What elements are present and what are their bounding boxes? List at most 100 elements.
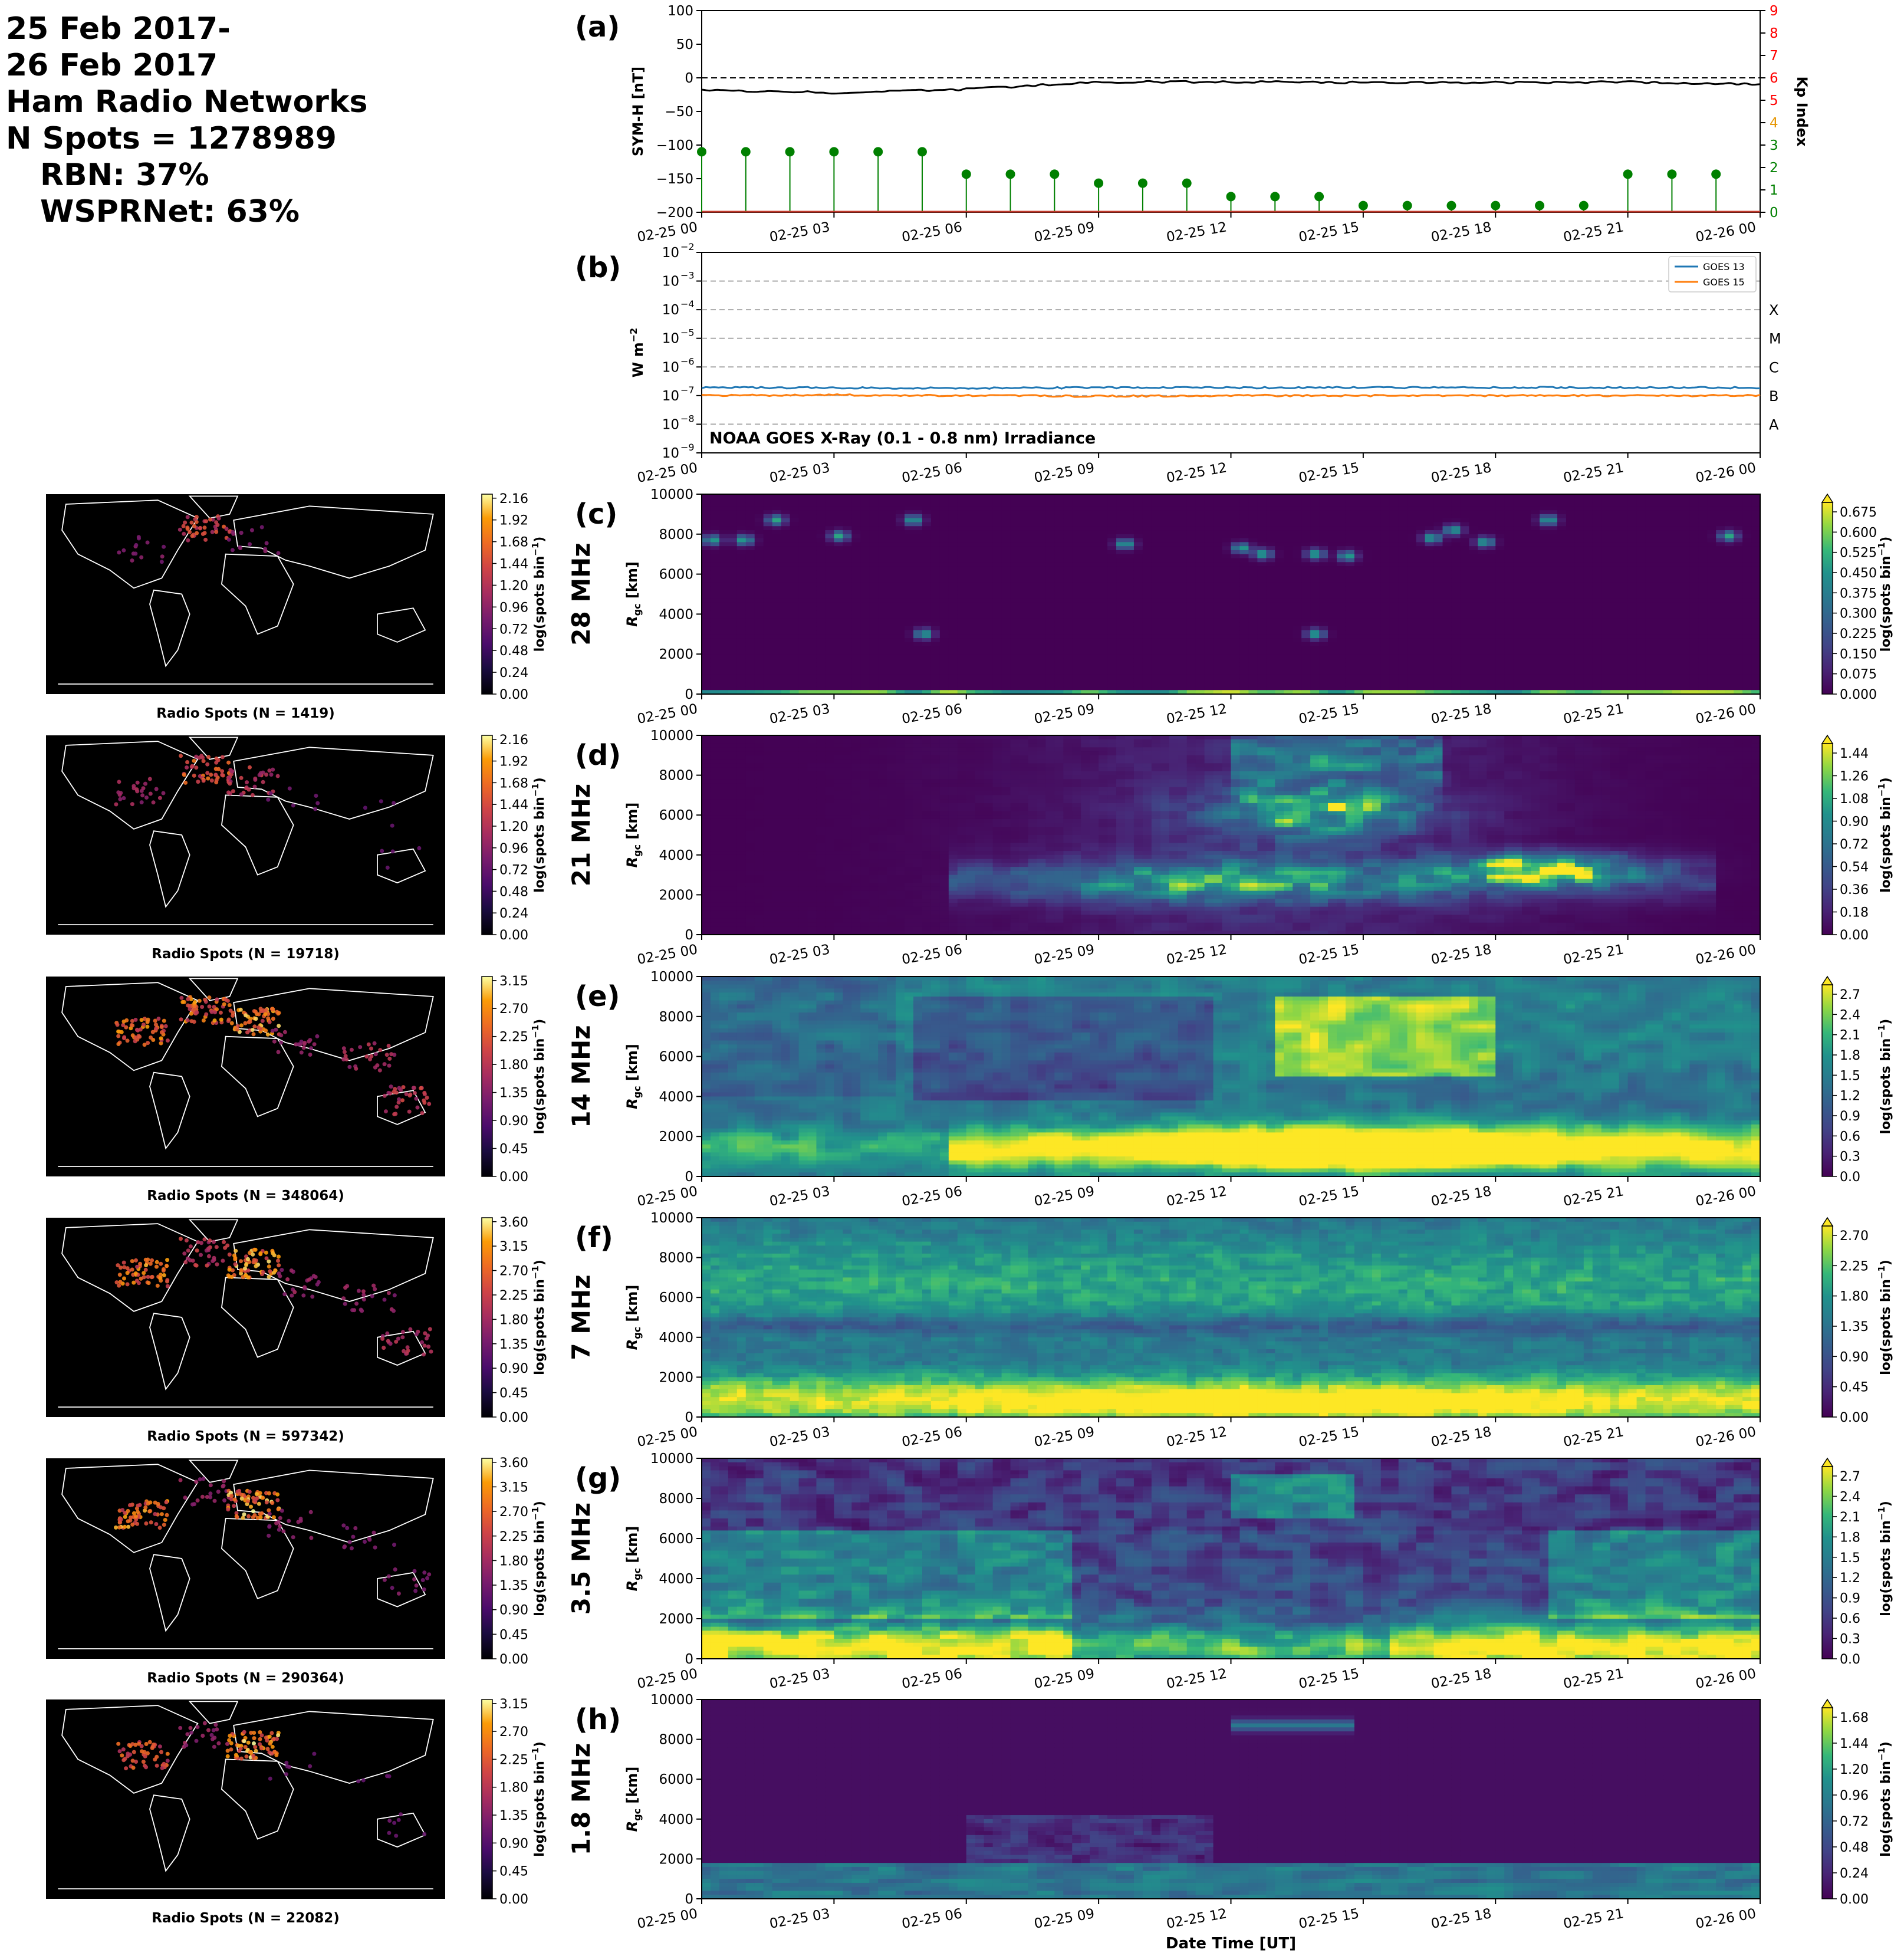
rti-cell: [1354, 550, 1364, 555]
rti-cell: [1495, 574, 1505, 578]
rti-cell: [966, 678, 976, 683]
rti-cell: [1169, 526, 1179, 531]
rti-cell: [869, 554, 879, 559]
kp-ytick-label: 7: [1770, 48, 1778, 64]
rti-cell: [1222, 590, 1232, 595]
rti-cell: [851, 566, 861, 571]
rti-cell: [1310, 518, 1320, 523]
rti-cell: [1301, 502, 1311, 507]
spot-density-cell: [130, 558, 134, 563]
rti-cell: [1504, 598, 1514, 603]
rti-cell: [1337, 642, 1346, 647]
rti-cell: [1257, 506, 1267, 511]
rti-cell: [781, 558, 791, 563]
rti-cell: [1019, 586, 1029, 591]
rti-cell: [1063, 662, 1073, 667]
rti-cell: [939, 542, 949, 547]
rti-cell: [1363, 586, 1373, 591]
rti-cell: [905, 506, 914, 511]
rti-cell: [790, 526, 800, 531]
rti-cell: [1222, 670, 1232, 675]
rti-cell: [1037, 590, 1046, 595]
rti-cell: [1010, 622, 1020, 627]
rti-cell: [1293, 662, 1302, 667]
rti-cell: [745, 618, 755, 623]
rti-cell: [1169, 626, 1179, 631]
rti-cell: [878, 518, 887, 523]
rti-cell: [1337, 494, 1346, 499]
rti-cell: [1293, 534, 1302, 539]
rti-cell: [1081, 546, 1090, 551]
rti-cell: [1495, 614, 1505, 619]
n-spots-total: N Spots = 1278989: [6, 120, 368, 157]
rti-cell: [754, 690, 764, 695]
rti-cell: [1213, 566, 1223, 571]
rti-cell: [728, 674, 738, 679]
rti-cell: [719, 542, 729, 547]
rti-cell: [1186, 670, 1196, 675]
rti-cell: [957, 638, 967, 643]
rti-cell: [1433, 606, 1443, 611]
rti-cell: [1522, 618, 1531, 623]
rti-cell: [887, 494, 896, 499]
rti-cell: [1186, 530, 1196, 535]
rti-cell: [975, 562, 985, 567]
rti-cell: [948, 554, 958, 559]
rti-cell: [1072, 626, 1081, 631]
rti-cell: [1151, 582, 1161, 587]
rti-cell: [772, 522, 782, 527]
rti-cell: [754, 638, 764, 643]
rti-cell: [1442, 594, 1452, 599]
rti-cell: [1063, 650, 1073, 655]
rti-cell: [1487, 578, 1496, 583]
goes-ytick-label: 10: [662, 245, 679, 261]
rti-cell: [992, 690, 1002, 695]
rti-cell: [1090, 538, 1099, 543]
rti-cell: [807, 626, 817, 631]
rti-cell: [728, 654, 738, 659]
rti-cell: [1072, 590, 1081, 595]
rti-cell: [913, 678, 923, 683]
rti-cell: [930, 586, 941, 591]
rti-cell: [1239, 546, 1249, 551]
rti-cell: [1169, 522, 1179, 527]
rti-cell: [1451, 618, 1461, 623]
rti-cell: [922, 638, 932, 643]
flare-class-label: B: [1769, 388, 1778, 405]
rti-cell: [1266, 498, 1275, 503]
rti-cell: [781, 526, 791, 531]
rti-cell: [851, 606, 861, 611]
rti-cell: [957, 498, 967, 503]
rti-cell: [1107, 678, 1117, 683]
rti-cell: [1310, 530, 1320, 535]
rti-cell: [948, 610, 958, 614]
rti-cell: [772, 666, 782, 670]
rti-cell: [728, 546, 738, 551]
rti-cell: [1045, 554, 1055, 559]
rti-cell: [930, 514, 941, 519]
rti-cell: [992, 546, 1002, 551]
rti-cell: [807, 542, 817, 547]
rti-cell: [1151, 514, 1161, 519]
rti-cell: [1301, 630, 1311, 635]
rti-cell: [710, 646, 720, 651]
rti-cell: [1125, 650, 1134, 655]
rti-cell: [1433, 666, 1443, 670]
rti-cell: [745, 502, 755, 507]
rti-cell: [992, 674, 1002, 679]
rti-cell: [975, 662, 985, 667]
rti-cell: [1099, 546, 1108, 551]
rti-cell: [736, 518, 747, 523]
rti-cell: [1284, 598, 1293, 603]
rti-cell: [807, 674, 817, 679]
rti-cell: [992, 638, 1002, 643]
rti-cell: [939, 634, 949, 639]
rti-cell: [807, 498, 817, 503]
rti-cell: [1495, 558, 1505, 563]
rti-cell: [1063, 670, 1073, 675]
rti-cell: [1478, 690, 1487, 695]
rti-cell: [702, 670, 711, 675]
rti-cell: [781, 690, 791, 695]
rti-cell: [1380, 530, 1390, 535]
rti-cell: [896, 654, 905, 659]
